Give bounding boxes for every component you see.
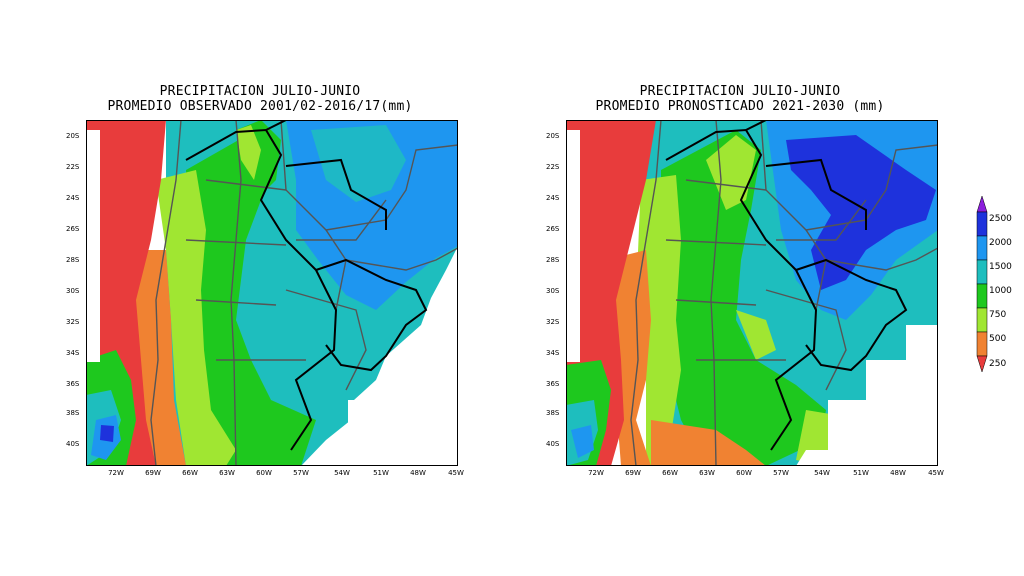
map-title-line1: PRECIPITACION JULIO-JUNIO bbox=[639, 84, 841, 99]
lon-label: 63W bbox=[699, 469, 715, 477]
lon-label: 60W bbox=[256, 469, 272, 477]
map-panel-forecast: PRECIPITACION JULIO-JUNIO PROMEDIO PRONO… bbox=[520, 0, 960, 520]
lat-label: 20S bbox=[66, 132, 80, 140]
lat-label: 28S bbox=[66, 256, 80, 264]
colorbar-label: 250 bbox=[989, 359, 1007, 369]
colorbar-top-arrow bbox=[976, 196, 988, 213]
colorbar-scale bbox=[976, 196, 988, 373]
lat-label: 34S bbox=[66, 349, 80, 357]
lon-label: 54W bbox=[814, 469, 830, 477]
lat-label: 38S bbox=[66, 409, 80, 417]
colorbar-label: 1500 bbox=[989, 262, 1012, 272]
lat-label: 26S bbox=[66, 225, 80, 233]
colorbar-bottom-arrow bbox=[976, 355, 988, 373]
lon-label: 66W bbox=[662, 469, 678, 477]
map-panel-observed: PRECIPITACION JULIO-JUNIO PROMEDIO OBSER… bbox=[40, 0, 480, 520]
lat-label: 30S bbox=[66, 287, 80, 295]
colorbar-label: 1000 bbox=[989, 286, 1012, 296]
lat-label: 40S bbox=[546, 440, 560, 448]
lon-label: 72W bbox=[588, 469, 604, 477]
lat-label: 30S bbox=[546, 287, 560, 295]
lat-label: 22S bbox=[66, 163, 80, 171]
colorbar-label: 500 bbox=[989, 334, 1007, 344]
lat-label: 36S bbox=[66, 380, 80, 388]
lat-label: 32S bbox=[546, 318, 560, 326]
map-title-line1: PRECIPITACION JULIO-JUNIO bbox=[159, 84, 361, 99]
precipitation-map-observed bbox=[86, 120, 458, 466]
lon-label: 57W bbox=[293, 469, 309, 477]
lon-label: 69W bbox=[145, 469, 161, 477]
lat-label: 20S bbox=[546, 132, 560, 140]
precipitation-field-observed bbox=[86, 120, 458, 466]
lon-label: 57W bbox=[773, 469, 789, 477]
map-title-line2: PROMEDIO PRONOSTICADO 2021-2030 (mm) bbox=[595, 99, 885, 114]
lon-label: 60W bbox=[736, 469, 752, 477]
colorbar-label: 2500 bbox=[989, 214, 1012, 224]
lon-label: 48W bbox=[890, 469, 906, 477]
colorbar-label: 2000 bbox=[989, 238, 1012, 248]
lat-label: 32S bbox=[66, 318, 80, 326]
lon-label: 51W bbox=[853, 469, 869, 477]
lat-label: 26S bbox=[546, 225, 560, 233]
precipitation-colorbar: 2500 2000 1500 1000 750 500 250 bbox=[975, 196, 1021, 396]
map-title-line2: PROMEDIO OBSERVADO 2001/02-2016/17(mm) bbox=[107, 99, 413, 114]
lat-label: 24S bbox=[546, 194, 560, 202]
lon-label: 51W bbox=[373, 469, 389, 477]
lat-label: 28S bbox=[546, 256, 560, 264]
lat-label: 38S bbox=[546, 409, 560, 417]
lat-label: 24S bbox=[66, 194, 80, 202]
precipitation-map-forecast bbox=[566, 120, 938, 466]
lat-label: 34S bbox=[546, 349, 560, 357]
precipitation-field-forecast bbox=[566, 120, 938, 466]
lat-label: 22S bbox=[546, 163, 560, 171]
lon-label: 54W bbox=[334, 469, 350, 477]
colorbar-label: 750 bbox=[989, 310, 1007, 320]
lon-label: 48W bbox=[410, 469, 426, 477]
lon-label: 45W bbox=[448, 469, 464, 477]
lon-label: 45W bbox=[928, 469, 944, 477]
lon-label: 66W bbox=[182, 469, 198, 477]
lon-label: 72W bbox=[108, 469, 124, 477]
lon-label: 69W bbox=[625, 469, 641, 477]
lat-label: 40S bbox=[66, 440, 80, 448]
lat-label: 36S bbox=[546, 380, 560, 388]
lon-label: 63W bbox=[219, 469, 235, 477]
